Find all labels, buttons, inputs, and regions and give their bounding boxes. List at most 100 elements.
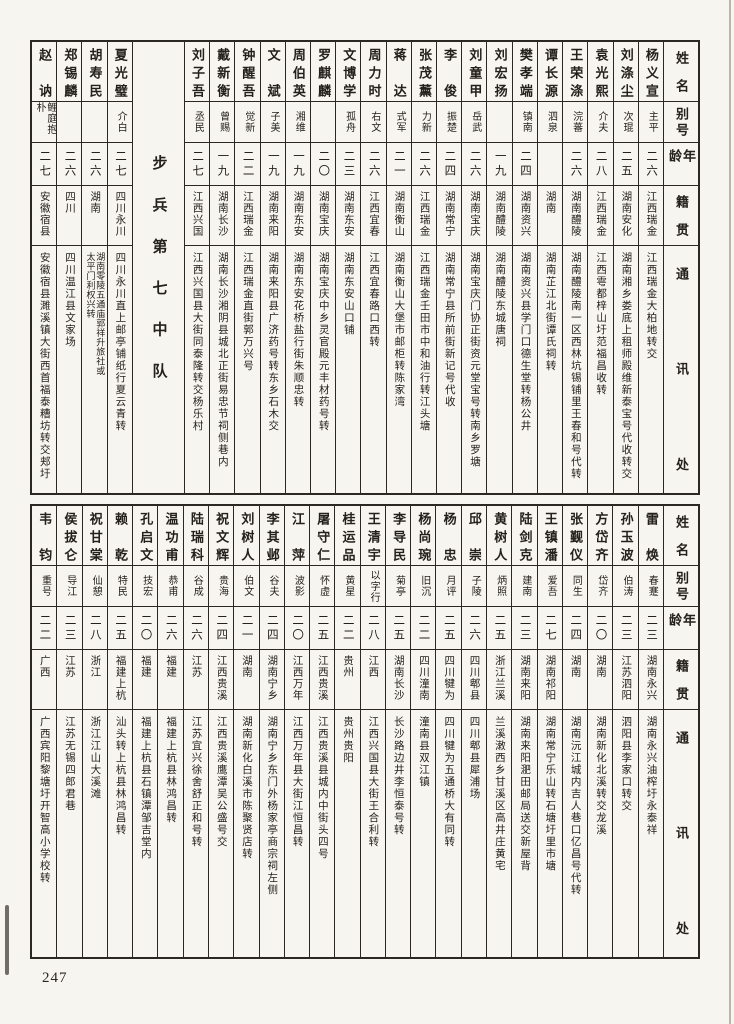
age-cell: 一九	[487, 143, 511, 186]
age-cell: 二七	[108, 143, 132, 186]
native-cell: 湖南东安	[336, 186, 360, 246]
address-cell: 安徽宿县濉溪镇大街西首福泰糟坊转交郏圩	[32, 246, 56, 493]
name-cell: 袁光熙	[588, 42, 612, 102]
age-cell: 二四	[437, 143, 461, 186]
alias-cell	[57, 102, 81, 143]
age-cell: 二五	[614, 143, 638, 186]
alias-cell: 主平	[639, 102, 663, 143]
name-cell: 雷焕	[639, 506, 663, 566]
native-cell: 江西	[361, 650, 385, 710]
person-column: 孙玉波伯涛二三江苏泗阳泗阳县李家口转交	[613, 506, 638, 957]
person-column: 张觐仪同生二四湖南湖南沅江城内吉人巷口亿昌号代转	[563, 506, 588, 957]
native-cell: 湖南长沙	[210, 186, 234, 246]
header-native: 籍贯	[664, 650, 698, 710]
alias-cell: 镇南	[513, 102, 537, 143]
alias-cell: 子陵	[462, 566, 486, 607]
alias-cell: 波影	[285, 566, 309, 607]
name-cell: 杨尚琬	[411, 506, 435, 566]
alias-cell: 湘维	[286, 102, 310, 143]
age-cell: 一九	[261, 143, 285, 186]
address-cell: 湖南零陵五通庙郭祥升旅社或太平门利权兴转	[82, 246, 106, 493]
person-column: 方岱齐岱齐二〇湖南湖南新化北溪转交龙溪	[588, 506, 613, 957]
alias-cell: 孤舟	[336, 102, 360, 143]
native-cell: 湖南来阳	[261, 186, 285, 246]
person-column: 陆瑞科谷成二六江苏江苏宜兴徐舍舒正和号转	[184, 506, 209, 957]
alias-cell: 菊亭	[386, 566, 410, 607]
address-cell: 湖南沅江城内吉人巷口亿昌号代转	[563, 710, 587, 957]
address-cell: 江西贵溪县城内中街头四号	[310, 710, 334, 957]
scan-edge-artifact	[729, 0, 731, 1024]
alias-cell: 谷成	[184, 566, 208, 607]
native-cell: 四川永川	[108, 186, 132, 246]
alias-cell: 曾赐	[210, 102, 234, 143]
address-cell: 湖南新化北溪转交龙溪	[588, 710, 612, 957]
native-cell: 湖南安化	[614, 186, 638, 246]
name-cell: 温功甫	[158, 506, 182, 566]
address-cell: 湖南东安山口铺	[336, 246, 360, 493]
age-cell: 二七	[185, 143, 209, 186]
alias-cell	[311, 102, 335, 143]
native-cell: 福建上杭	[108, 650, 132, 710]
name-cell: 钟醒吾	[235, 42, 259, 102]
native-cell: 江西万年	[285, 650, 309, 710]
person-column: 韦钧重号二二广西广西宾阳黎塘圩开智高小学校转	[32, 506, 57, 957]
native-cell: 湖南永兴	[639, 650, 663, 710]
age-cell	[538, 143, 562, 186]
native-cell: 江西贵溪	[209, 650, 233, 710]
alias-cell: 振楚	[437, 102, 461, 143]
address-cell: 长沙路边井李恒泰号转	[386, 710, 410, 957]
alias-cell: 恭甫	[158, 566, 182, 607]
alias-cell: 仙憩	[83, 566, 107, 607]
address-cell: 泗阳县李家口转交	[613, 710, 637, 957]
alias-cell: 子美	[261, 102, 285, 143]
name-cell: 周伯英	[286, 42, 310, 102]
person-column: 李导民菊亭二五湖南长沙长沙路边井李恒泰号转	[386, 506, 411, 957]
name-cell: 胡寿民	[82, 42, 106, 102]
alias-cell: 怀虚	[310, 566, 334, 607]
alias-cell: 旧沉	[411, 566, 435, 607]
age-cell: 二六	[563, 143, 587, 186]
age-cell: 二六	[158, 607, 182, 650]
age-cell: 二八	[361, 607, 385, 650]
name-cell: 陆剑克	[512, 506, 536, 566]
alias-cell: 黄星	[335, 566, 359, 607]
alias-cell: 技宏	[133, 566, 157, 607]
name-cell: 刘涤尘	[614, 42, 638, 102]
native-cell: 江西贵溪	[310, 650, 334, 710]
address-cell: 湖南湘乡娄底上租师殿维新泰宝号代收转交	[614, 246, 638, 493]
age-cell: 二二	[335, 607, 359, 650]
age-cell: 二三	[639, 607, 663, 650]
age-cell: 二〇	[311, 143, 335, 186]
address-cell: 江西瑞金大柏地转交	[639, 246, 663, 493]
page-number: 247	[42, 970, 68, 987]
native-cell: 四川	[57, 186, 81, 246]
name-cell: 李俊	[437, 42, 461, 102]
name-cell: 韦钧	[32, 506, 56, 566]
name-cell: 张觐仪	[563, 506, 587, 566]
native-cell: 江苏	[57, 650, 81, 710]
person-column: 侯拔仑导江二三江苏江苏无锡四郎君巷	[57, 506, 82, 957]
name-cell: 刘宏扬	[487, 42, 511, 102]
native-cell: 湖南	[82, 186, 106, 246]
name-cell: 侯拔仑	[57, 506, 81, 566]
person-column: 文斌子美一九湖南来阳湖南来阳县广济药号转东乡石木交	[261, 42, 286, 493]
native-cell: 湖南常宁	[437, 186, 461, 246]
person-column: 江萍波影二〇江西万年江西万年县大街江恒昌转	[285, 506, 310, 957]
name-cell: 杨忠	[436, 506, 460, 566]
person-column: 杨尚琬旧沉二二四川潼南潼南县双江镇	[411, 506, 436, 957]
alias-cell: 式军	[387, 102, 411, 143]
name-cell: 孔启文	[133, 506, 157, 566]
person-column: 邱崇子陵二六四川郫县四川郫县犀浦场	[462, 506, 487, 957]
address-cell: 湖南醴陵东城唐祠	[487, 246, 511, 493]
name-cell: 刘树人	[234, 506, 258, 566]
address-cell: 江西瑞金壬田市中和油行转江头塘	[412, 246, 436, 493]
age-cell: 二五	[386, 607, 410, 650]
age-cell: 二五	[310, 607, 334, 650]
person-column: 李俊振楚二四湖南常宁湖南常宁县所前街新记号代收	[437, 42, 462, 493]
header-age: 年龄	[664, 607, 698, 650]
person-column: 罗麒麟二〇湖南宝庆湖南宝庆中乡灵官殿元丰材药号转	[311, 42, 336, 493]
person-column: 刘子吾丞民二七江西兴国江西兴国县大街同泰隆转交杨乐村	[185, 42, 210, 493]
address-cell: 湖南宝庆中乡灵官殿元丰材药号转	[311, 246, 335, 493]
name-cell: 夏光璧	[108, 42, 132, 102]
person-column: 祝甘棠仙憩二八浙江浙江江山大溪滩	[83, 506, 108, 957]
